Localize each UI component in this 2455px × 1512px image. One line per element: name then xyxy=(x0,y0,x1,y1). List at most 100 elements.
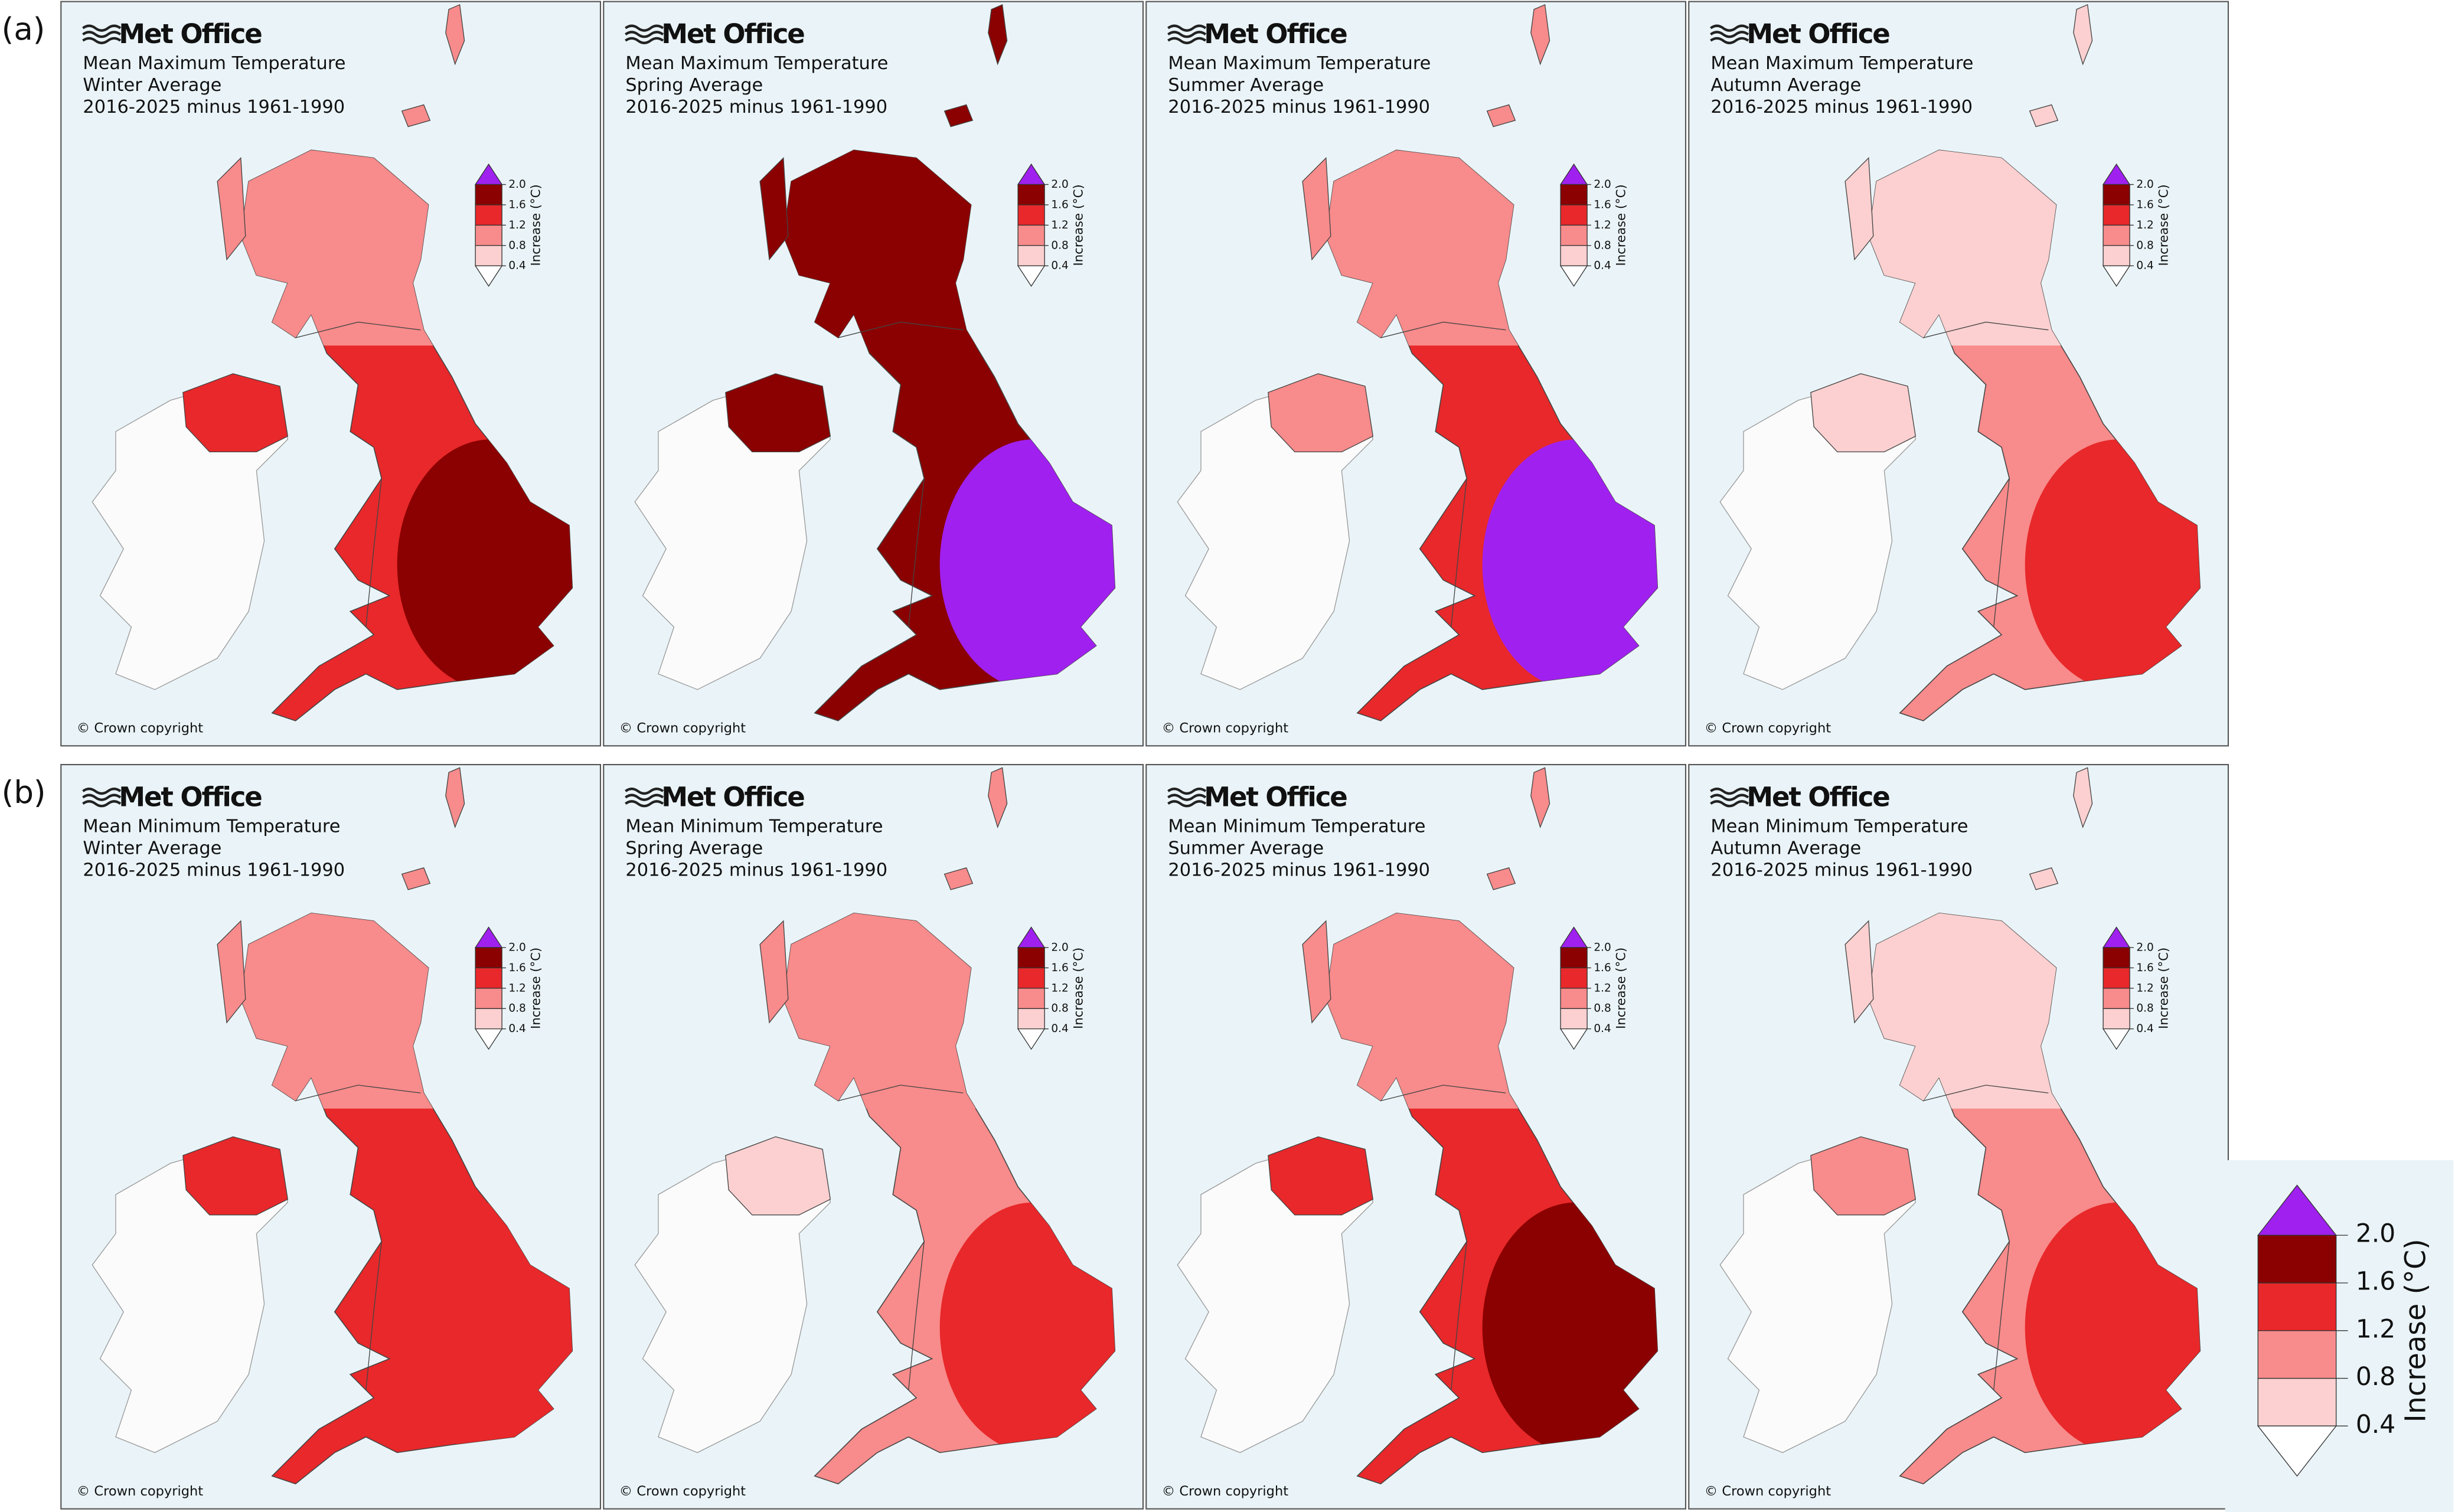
colorbar-box xyxy=(2257,1377,2337,1427)
island xyxy=(944,867,974,890)
border xyxy=(838,321,964,338)
colorbar-box xyxy=(1560,947,1588,969)
border xyxy=(365,478,382,628)
colorbar-tick-label: 0.4 xyxy=(2136,260,2153,272)
panel-title: Mean Minimum Temperature xyxy=(1710,817,1968,837)
panel-season: Spring Average xyxy=(625,75,763,96)
colorbar-box xyxy=(1017,947,1045,969)
colorbar-tick-label: 2.0 xyxy=(508,178,525,191)
panel-title: Mean Maximum Temperature xyxy=(1168,53,1431,74)
logo-text: Met Office xyxy=(119,18,262,50)
colorbar-tick-label: 1.6 xyxy=(1051,962,1068,974)
panel-period: 2016-2025 minus 1961-1990 xyxy=(1710,97,1973,117)
map-panel: Met Office Mean Minimum TemperatureSummer… xyxy=(1145,764,1687,1510)
colorbar-box xyxy=(1560,988,1588,1009)
panel-period: 2016-2025 minus 1961-1990 xyxy=(83,97,345,117)
colorbar-label: Increase (°C) xyxy=(528,948,543,1029)
logo-wave xyxy=(1710,31,1749,38)
logo-wave xyxy=(82,37,122,44)
colorbar-tick-label: 2.0 xyxy=(1594,941,1611,953)
colorbar-box xyxy=(1560,245,1588,266)
colorbar-label: Increase (°C) xyxy=(2399,1239,2432,1422)
colorbar-box xyxy=(1560,967,1588,989)
island xyxy=(1844,920,1874,1024)
colorbar-box xyxy=(475,988,502,1009)
border xyxy=(1380,321,1506,338)
border xyxy=(1451,1241,1467,1390)
colorbar-label: Increase (°C) xyxy=(2156,184,2170,266)
map-panel: Met Office Mean Minimum TemperatureWinter… xyxy=(60,764,602,1510)
map-panel: Met Office Mean Maximum TemperatureSummer… xyxy=(1145,1,1687,747)
border xyxy=(1380,1085,1506,1102)
colorbar-box xyxy=(2103,184,2130,205)
logo-wave xyxy=(82,31,122,38)
colorbar-tick-label: 1.6 xyxy=(2136,198,2153,211)
logo-wave xyxy=(1710,800,1749,808)
logo-text: Met Office xyxy=(119,781,262,812)
colorbar-under xyxy=(1017,265,1046,287)
logo-wave xyxy=(82,788,122,795)
colorbar-box xyxy=(2103,967,2130,989)
panel-title: Mean Maximum Temperature xyxy=(625,53,888,74)
panel-period: 2016-2025 minus 1961-1990 xyxy=(625,97,887,117)
border xyxy=(1451,478,1467,628)
logo-wave xyxy=(625,37,664,44)
colorbar-box xyxy=(1017,988,1045,1009)
colorbar-box xyxy=(1017,967,1045,989)
panel-season: Spring Average xyxy=(625,838,763,859)
colorbar-tick-label: 2.0 xyxy=(1051,941,1068,953)
island xyxy=(1302,156,1331,261)
row-label: (a) xyxy=(2,12,45,48)
panel-period: 2016-2025 minus 1961-1990 xyxy=(83,860,345,881)
logo-wave xyxy=(1710,37,1749,44)
colorbar-box xyxy=(2103,245,2130,266)
map-panel: Met Office Mean Minimum TemperatureSpring… xyxy=(603,764,1144,1510)
map-panel: Met Office Mean Minimum TemperatureAutumn… xyxy=(1688,764,2229,1510)
colorbar-tick-label: 1.6 xyxy=(1594,198,1611,211)
colorbar-tick-label: 0.4 xyxy=(2136,1023,2153,1035)
colorbar-tick-label: 0.4 xyxy=(508,1023,525,1035)
colorbar-box xyxy=(2257,1282,2337,1331)
colorbar-box xyxy=(475,204,502,226)
logo-wave xyxy=(1167,793,1207,801)
panel-title: Mean Maximum Temperature xyxy=(83,53,345,74)
logo-wave xyxy=(625,788,664,795)
island xyxy=(1530,4,1550,66)
logo-text: Met Office xyxy=(1746,18,1889,50)
northern-ireland xyxy=(1268,1136,1374,1216)
colorbar-under xyxy=(2102,1028,2131,1050)
colorbar-tick-label: 0.8 xyxy=(508,1002,525,1015)
colorbar-box xyxy=(1560,184,1588,205)
island xyxy=(401,104,431,128)
colorbar-box xyxy=(1560,1008,1588,1030)
colorbar-tick-label: 0.4 xyxy=(1594,1023,1611,1035)
colorbar-tick-label: 0.8 xyxy=(2136,1002,2153,1015)
border xyxy=(295,321,421,338)
island xyxy=(2029,104,2059,128)
island xyxy=(2073,767,2093,829)
northern-ireland xyxy=(725,1136,831,1216)
island xyxy=(988,767,1008,829)
colorbar-tick-label: 0.4 xyxy=(508,260,525,272)
island xyxy=(759,156,789,261)
colorbar-tick-label: 1.6 xyxy=(508,962,525,974)
panel-title: Mean Minimum Temperature xyxy=(83,817,340,837)
colorbar-tick-label: 1.6 xyxy=(508,198,525,211)
colorbar-tick-label: 0.4 xyxy=(1594,260,1611,272)
island xyxy=(944,104,974,128)
colorbar-tick-label: 1.6 xyxy=(2356,1267,2395,1296)
colorbar-tick-label: 1.2 xyxy=(2136,219,2153,231)
logo-wave xyxy=(625,24,664,32)
border xyxy=(1923,1085,2049,1102)
copyright: © Crown copyright xyxy=(1162,721,1288,736)
border xyxy=(1993,478,2010,628)
colorbar-box xyxy=(2103,224,2130,246)
panel-season: Autumn Average xyxy=(1710,75,1861,96)
panel-season: Summer Average xyxy=(1168,75,1324,96)
row-label: (b) xyxy=(2,775,46,811)
colorbar-box xyxy=(475,184,502,205)
copyright: © Crown copyright xyxy=(619,1484,746,1499)
colorbar-tick-label: 1.2 xyxy=(1594,219,1611,231)
